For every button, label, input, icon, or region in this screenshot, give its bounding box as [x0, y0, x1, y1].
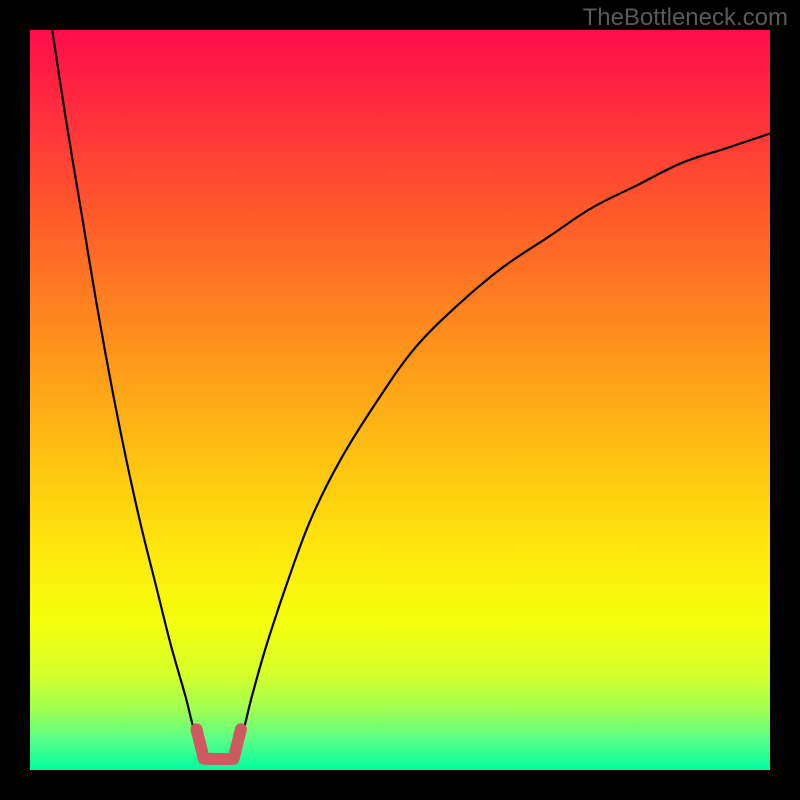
chart-background — [30, 30, 770, 770]
watermark-text: TheBottleneck.com — [583, 4, 788, 32]
chart-svg — [30, 30, 770, 770]
plot-area — [30, 30, 770, 770]
chart-container: TheBottleneck.com — [0, 0, 800, 800]
